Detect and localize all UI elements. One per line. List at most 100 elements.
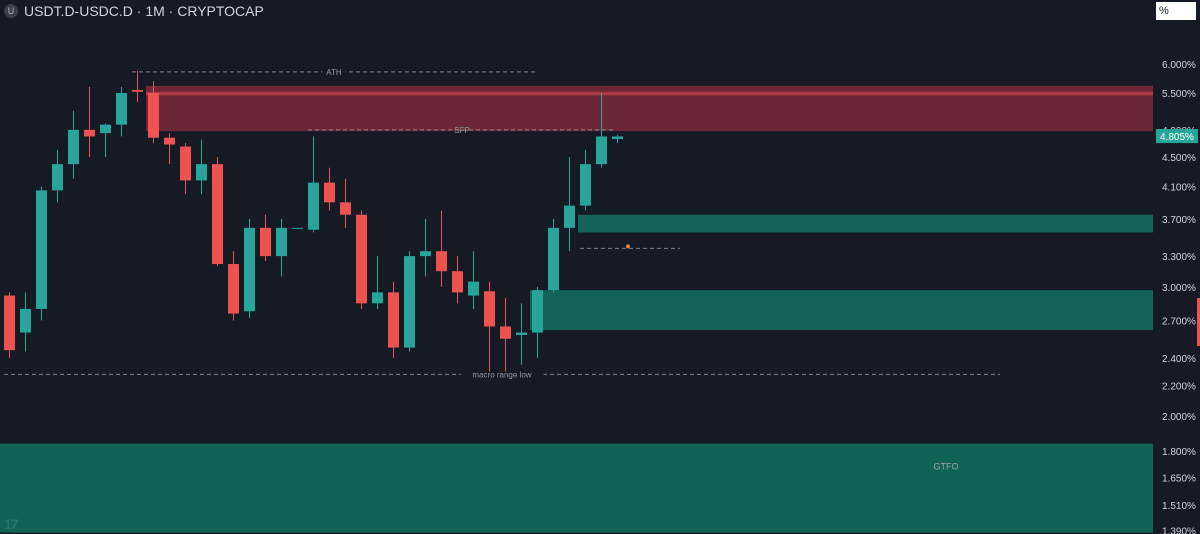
candle-38 xyxy=(612,135,623,144)
y-tick-label: 3.000% xyxy=(1162,283,1196,294)
candle-body xyxy=(84,129,95,137)
candle-7 xyxy=(116,86,127,137)
candle-28 xyxy=(452,256,463,304)
candle-body xyxy=(20,308,31,333)
y-tick-label: 3.300% xyxy=(1162,252,1196,263)
candle-body xyxy=(4,295,15,351)
zone-bull-1 xyxy=(578,214,1153,233)
candle-10 xyxy=(164,133,175,165)
candle-body xyxy=(180,146,191,181)
candle-5 xyxy=(84,86,95,157)
candle-body xyxy=(36,190,47,309)
chart-header: U USDT.D-USDC.D · 1M · CRYPTOCAP xyxy=(4,2,264,20)
candle-26 xyxy=(420,219,431,277)
symbol-logo-icon: U xyxy=(4,4,18,18)
y-tick-label: 1.510% xyxy=(1162,501,1196,512)
candle-body xyxy=(52,164,63,191)
candle-body xyxy=(388,292,399,348)
candle-body xyxy=(468,281,479,296)
candle-body xyxy=(372,292,383,304)
candle-body xyxy=(260,227,271,257)
level-label-macro-range-low: macro range low xyxy=(472,370,531,379)
candle-30 xyxy=(484,281,495,372)
candle-6 xyxy=(100,123,111,157)
candle-body xyxy=(164,137,175,145)
candle-body xyxy=(244,227,255,312)
candle-25 xyxy=(404,251,415,352)
candle-35 xyxy=(564,157,575,252)
candle-32 xyxy=(516,303,527,365)
candle-34 xyxy=(548,219,559,293)
candle-body xyxy=(228,264,239,314)
candle-body xyxy=(132,89,143,92)
candle-8 xyxy=(132,70,143,102)
candle-body xyxy=(532,290,543,333)
y-tick-label: 2.000% xyxy=(1162,412,1196,423)
candle-body xyxy=(420,251,431,257)
candle-0 xyxy=(4,292,15,358)
candle-37 xyxy=(596,93,607,168)
y-tick-label: 6.000% xyxy=(1162,60,1196,71)
candle-16 xyxy=(260,214,271,262)
percent-scale-button[interactable]: % xyxy=(1156,2,1196,20)
candle-body xyxy=(500,326,511,339)
y-tick-label: 4.500% xyxy=(1162,153,1196,164)
candle-body xyxy=(212,164,223,265)
candle-body xyxy=(100,124,111,134)
level-label-SFP: SFP xyxy=(454,126,470,135)
marker-dot xyxy=(626,244,630,249)
candle-27 xyxy=(436,210,447,287)
candle-body xyxy=(612,136,623,140)
candle-33 xyxy=(532,287,543,358)
candle-body xyxy=(340,202,351,215)
candle-body xyxy=(116,93,127,125)
candle-4 xyxy=(68,110,79,179)
y-tick-label: 1.800% xyxy=(1162,447,1196,458)
candle-body xyxy=(404,256,415,348)
candle-13 xyxy=(212,157,223,267)
candle-body xyxy=(516,332,527,335)
candle-body xyxy=(356,214,367,304)
candle-17 xyxy=(276,219,287,277)
zone-inner-band-0 xyxy=(146,91,1153,96)
candle-body xyxy=(292,227,303,229)
candle-19 xyxy=(308,136,319,233)
candle-22 xyxy=(356,210,367,309)
candle-body xyxy=(324,182,335,203)
symbol-title[interactable]: USDT.D-USDC.D · 1M · CRYPTOCAP xyxy=(24,3,264,19)
zone-gtfo-3 xyxy=(0,443,1153,533)
candle-14 xyxy=(228,251,239,321)
candle-body xyxy=(548,227,559,291)
candle-body xyxy=(436,251,447,272)
candle-15 xyxy=(244,219,255,319)
candle-18 xyxy=(292,227,303,229)
y-tick-label: 2.400% xyxy=(1162,354,1196,365)
candle-20 xyxy=(324,167,335,211)
y-tick-label: 1.650% xyxy=(1162,474,1196,485)
candle-12 xyxy=(196,139,207,195)
zone-label-gtfo: GTFO xyxy=(934,462,959,472)
candle-body xyxy=(148,93,159,138)
candle-36 xyxy=(580,149,591,211)
edge-marker xyxy=(1197,298,1200,346)
y-tick-label: 2.200% xyxy=(1162,382,1196,393)
y-tick-label: 2.700% xyxy=(1162,317,1196,328)
candle-body xyxy=(308,182,319,230)
candle-body xyxy=(580,164,591,206)
y-tick-label: 4.100% xyxy=(1162,182,1196,193)
y-tick-label: 5.500% xyxy=(1162,89,1196,100)
candle-body xyxy=(564,205,575,228)
candle-body xyxy=(452,271,463,293)
candle-23 xyxy=(372,256,383,309)
candle-body xyxy=(68,129,79,165)
candle-3 xyxy=(52,149,63,203)
candle-9 xyxy=(148,81,159,144)
candle-body xyxy=(596,136,607,165)
candle-body xyxy=(196,164,207,181)
current-price-tag xyxy=(1156,129,1198,144)
current-price-label: 4.805% xyxy=(1160,132,1194,143)
candle-body xyxy=(484,291,495,327)
candle-24 xyxy=(388,281,399,358)
y-tick-label: 3.700% xyxy=(1162,215,1196,226)
